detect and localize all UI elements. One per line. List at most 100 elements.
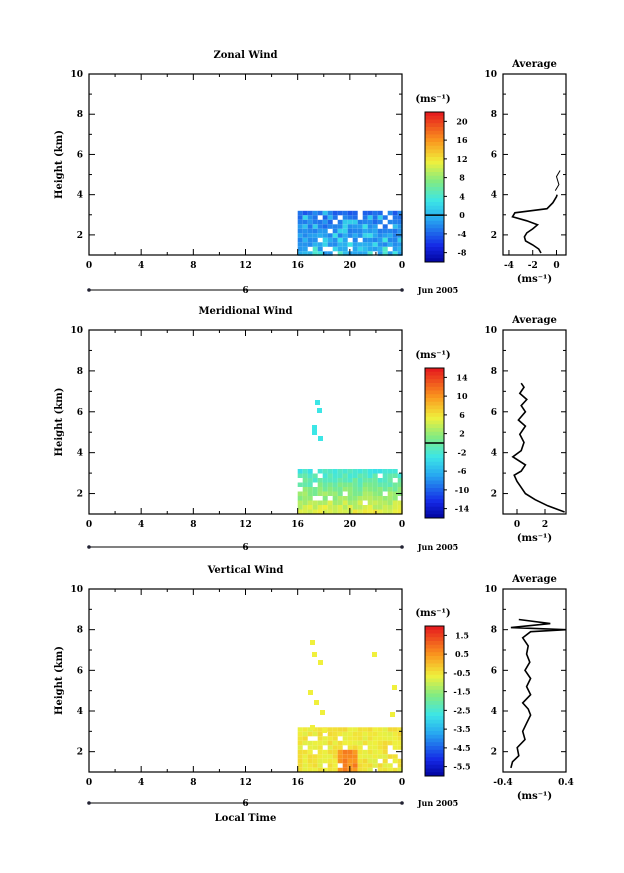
heatmap-cell xyxy=(327,487,333,492)
day-axis-dot xyxy=(400,801,404,805)
heatmap-cell xyxy=(352,251,358,256)
colorbar-swatch xyxy=(425,209,444,214)
heatmap-cell xyxy=(317,754,323,759)
heatmap-cell xyxy=(312,754,318,759)
heatmap-cell xyxy=(307,482,313,487)
heatmap-cell xyxy=(307,237,313,243)
heatmap-cell xyxy=(302,224,308,229)
heatmap-cell xyxy=(347,496,353,501)
colorbar-swatch xyxy=(425,731,444,736)
heatmap-cell xyxy=(302,487,308,492)
heatmap-cell xyxy=(342,767,348,773)
heatmap-cell xyxy=(307,215,313,220)
heatmap-cell xyxy=(387,478,393,483)
heatmap-cell xyxy=(297,219,303,225)
heatmap-cell xyxy=(357,487,363,492)
colorbar-swatch xyxy=(425,179,444,184)
colorbar-swatch xyxy=(425,514,444,519)
heatmap-cells-2 xyxy=(297,640,403,773)
heatmap-cell xyxy=(387,740,393,746)
heatmap-cell xyxy=(337,228,343,234)
heatmap-cell xyxy=(322,242,328,247)
heatmap-cell xyxy=(372,487,378,492)
colorbar-swatch xyxy=(425,693,444,698)
heatmap-cell xyxy=(357,758,363,764)
heatmap-cell xyxy=(307,228,313,234)
heatmap-cell xyxy=(347,224,353,229)
heatmap-cell xyxy=(397,731,403,737)
heatmap-cell xyxy=(307,763,313,768)
x-tick-label: 0 xyxy=(86,520,92,530)
heatmap-cell xyxy=(387,219,393,225)
profile-frame-1 xyxy=(502,329,567,515)
colorbar-swatch xyxy=(425,723,444,728)
heatmap-cell xyxy=(377,482,383,487)
heatmap-cell xyxy=(352,473,358,478)
heatmap-cell xyxy=(357,740,363,746)
colorbar-swatch xyxy=(425,405,444,410)
heatmap-cell xyxy=(357,763,363,768)
heatmap-cell xyxy=(332,736,338,741)
profile-y-tick-label: 2 xyxy=(491,748,497,758)
colorbar-tick-label: -2.5 xyxy=(453,705,470,715)
heatmap-cell xyxy=(367,758,373,764)
heatmap-cell xyxy=(367,237,373,243)
heatmap-cell xyxy=(362,767,368,773)
heatmap-cell xyxy=(377,754,383,759)
heatmap-cell xyxy=(297,242,303,247)
heatmap-cell xyxy=(362,736,368,741)
heatmap-cell xyxy=(302,491,308,496)
colorbar-swatch xyxy=(425,254,444,259)
colorbar-tick-label: -14 xyxy=(455,504,470,514)
heatmap-cell xyxy=(302,740,308,746)
heatmap-cell xyxy=(327,215,333,220)
heatmap-cell xyxy=(312,763,318,768)
heatmap-cells-0 xyxy=(297,210,403,256)
heatmap-cell xyxy=(387,763,393,768)
heatmap-cell xyxy=(382,509,388,514)
heatmap-cell xyxy=(382,478,388,483)
y-tick-label: 6 xyxy=(77,150,83,160)
heatmap-cell xyxy=(317,763,323,768)
heatmap-cell xyxy=(297,740,303,746)
heatmap-cell xyxy=(357,482,363,487)
colorbar-tick-label: 16 xyxy=(456,135,468,145)
heatmap-cell xyxy=(332,473,338,478)
heatmap-cell xyxy=(352,763,358,768)
colorbar-swatch xyxy=(425,134,444,139)
heatmap-cell xyxy=(347,736,353,741)
heatmap-cell xyxy=(332,491,338,496)
heatmap-cell xyxy=(352,228,358,234)
heatmap-cell xyxy=(302,469,308,474)
heatmap-cell xyxy=(322,478,328,483)
heatmap-cell xyxy=(327,758,333,764)
heatmap-cell xyxy=(342,496,348,501)
heatmap-cell xyxy=(377,509,383,514)
heatmap-cell xyxy=(315,400,320,405)
heatmap-cell xyxy=(397,758,403,764)
heatmap-cell xyxy=(307,242,313,247)
heatmap-cell xyxy=(322,749,328,755)
colorbar-swatch xyxy=(425,644,444,649)
y-tick-label: 6 xyxy=(77,666,83,676)
heatmap-cell xyxy=(347,210,353,216)
heatmap-cell xyxy=(337,251,343,256)
heatmap-cell xyxy=(362,228,368,234)
heatmap-cell xyxy=(362,763,368,768)
heatmap-cell xyxy=(357,242,363,247)
heatmap-cell xyxy=(337,233,343,238)
heatmap-cell xyxy=(362,237,368,243)
heatmap-cell xyxy=(307,487,313,492)
heatmap-cell xyxy=(317,491,323,496)
heatmap-cell xyxy=(397,219,403,225)
heatmap-cell xyxy=(312,219,318,225)
y-tick-label: 4 xyxy=(77,191,83,201)
heatmap-cell xyxy=(317,233,323,238)
heatmap-cell xyxy=(352,740,358,746)
heatmap-cell xyxy=(314,700,319,705)
heatmap-cell xyxy=(342,731,348,737)
heatmap-cell xyxy=(332,767,338,773)
heatmap-cell xyxy=(372,246,378,252)
heatmap-cell xyxy=(312,487,318,492)
